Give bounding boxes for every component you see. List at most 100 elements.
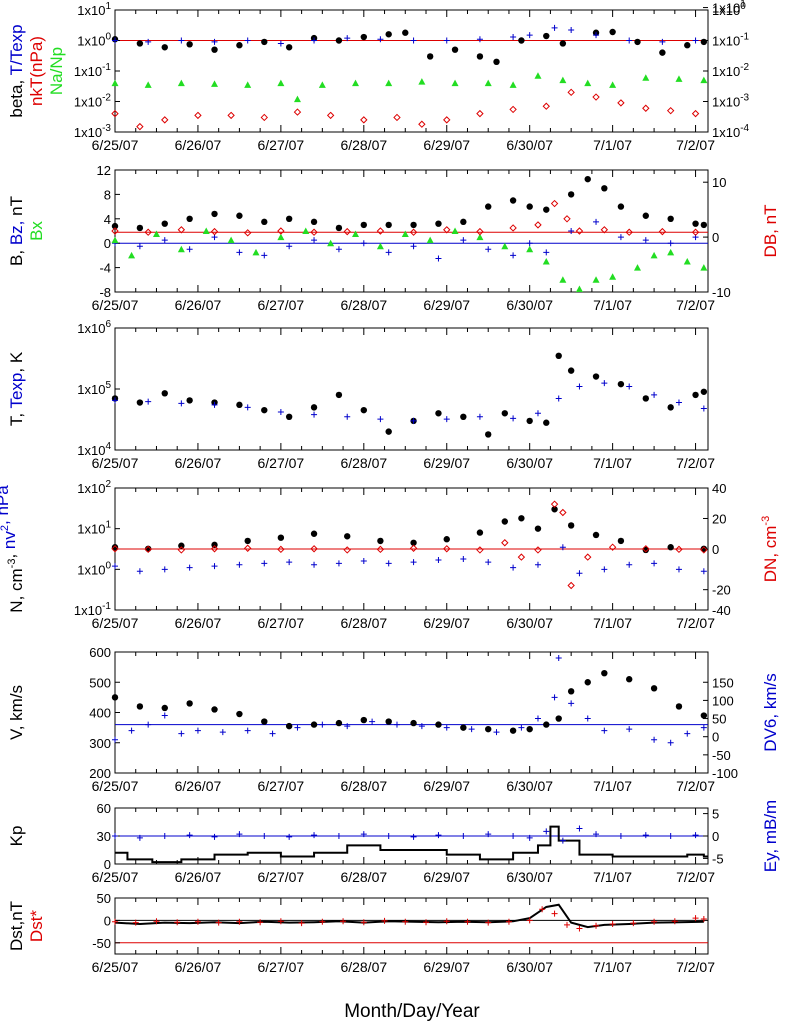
data-point [261,218,268,226]
data-point [700,568,707,575]
data-point [460,237,467,244]
x-tick-label: 6/25/07 [92,137,139,153]
data-point [526,32,533,39]
y-tick-label: -50 [92,936,111,951]
data-point [261,406,268,414]
data-point [385,428,392,435]
data-point [534,525,542,532]
data-point [385,79,393,87]
y-tick-label: 0 [104,913,111,928]
y2-axis-label: DN, cm-3 [760,516,780,582]
data-point [402,918,409,925]
data-point [691,228,700,236]
y-axis-label: N, cm-3, nv2, nPa [0,485,26,613]
series-line [115,825,708,864]
data-point [630,920,637,927]
data-point [227,236,235,244]
data-point [402,29,409,36]
data-point [401,230,409,238]
x-tick-label: 7/1/07 [593,137,632,153]
data-point [435,410,442,417]
data-point [161,833,168,839]
x-tick-label: 6/29/07 [423,778,470,794]
data-point [443,918,450,925]
y-tick-label: 1x10-1 [74,62,112,79]
series-red [112,906,707,932]
series-black [111,28,708,66]
data-point [144,545,152,554]
data-point [593,831,600,838]
data-point [418,78,426,85]
data-point [642,545,650,553]
data-point [691,109,700,118]
data-point [617,537,625,545]
data-point [236,918,243,925]
data-point [136,399,144,406]
data-point [692,37,699,44]
data-point [211,38,218,45]
x-tick-label: 6/29/07 [423,137,470,153]
y2-tick-label: 1x101 [712,0,746,16]
data-point [601,669,608,677]
data-point [360,831,367,838]
data-point [443,226,451,234]
x-tick-label: 6/28/07 [340,778,387,794]
series-black [111,175,708,232]
data-point [244,727,251,734]
data-point [335,719,343,727]
data-point [161,44,168,51]
y2-tick-label: 100 [712,693,734,708]
data-point [468,726,475,733]
data-point [584,175,591,183]
data-point [567,88,575,97]
series-green [111,227,708,292]
data-point [376,545,385,554]
data-point [211,210,218,218]
data-point [617,234,624,241]
data-point [526,834,533,841]
y2-tick-label: 1x10-1 [712,32,750,49]
series-blue [112,218,699,262]
data-point [667,215,674,222]
data-point [311,237,318,244]
chart-panels: 1x10-31x10-21x10-11x1001x1011x10-41x10-3… [0,0,780,975]
data-point [476,233,484,241]
data-point [111,79,119,87]
x-tick-label: 6/28/07 [340,137,387,153]
y-tick-label: 400 [89,706,111,721]
data-point [202,227,210,234]
x-tick-label: 6/29/07 [423,959,470,975]
y-tick-label: 60 [97,801,111,816]
data-point [567,367,575,374]
data-point [658,227,667,236]
x-tick-label: 7/2/07 [676,778,715,794]
data-point [626,676,633,683]
data-point [568,27,575,34]
data-point [161,237,168,244]
data-point [476,36,483,43]
data-point [584,679,591,686]
data-point [634,38,641,46]
data-point [277,233,285,241]
series-black [111,669,708,734]
data-point [377,416,384,423]
data-point [443,37,450,44]
data-point [501,539,509,547]
x-tick-label: 6/28/07 [340,959,387,975]
x-tick-label: 6/30/07 [506,297,553,313]
x-tick-label: 6/27/07 [258,137,305,153]
data-point [667,248,675,256]
data-point [194,918,201,925]
data-point [700,221,708,229]
data-point [385,560,392,567]
data-point [700,724,707,731]
data-point [443,536,450,543]
x-tick-label: 6/30/07 [506,959,553,975]
y-axis-label-2: nkT(nPa) [27,36,46,106]
y2-tick-label: -100 [712,766,738,781]
data-point [476,413,483,420]
data-point [261,833,268,839]
data-point [236,561,243,568]
data-point [675,75,683,82]
data-point [460,833,467,839]
